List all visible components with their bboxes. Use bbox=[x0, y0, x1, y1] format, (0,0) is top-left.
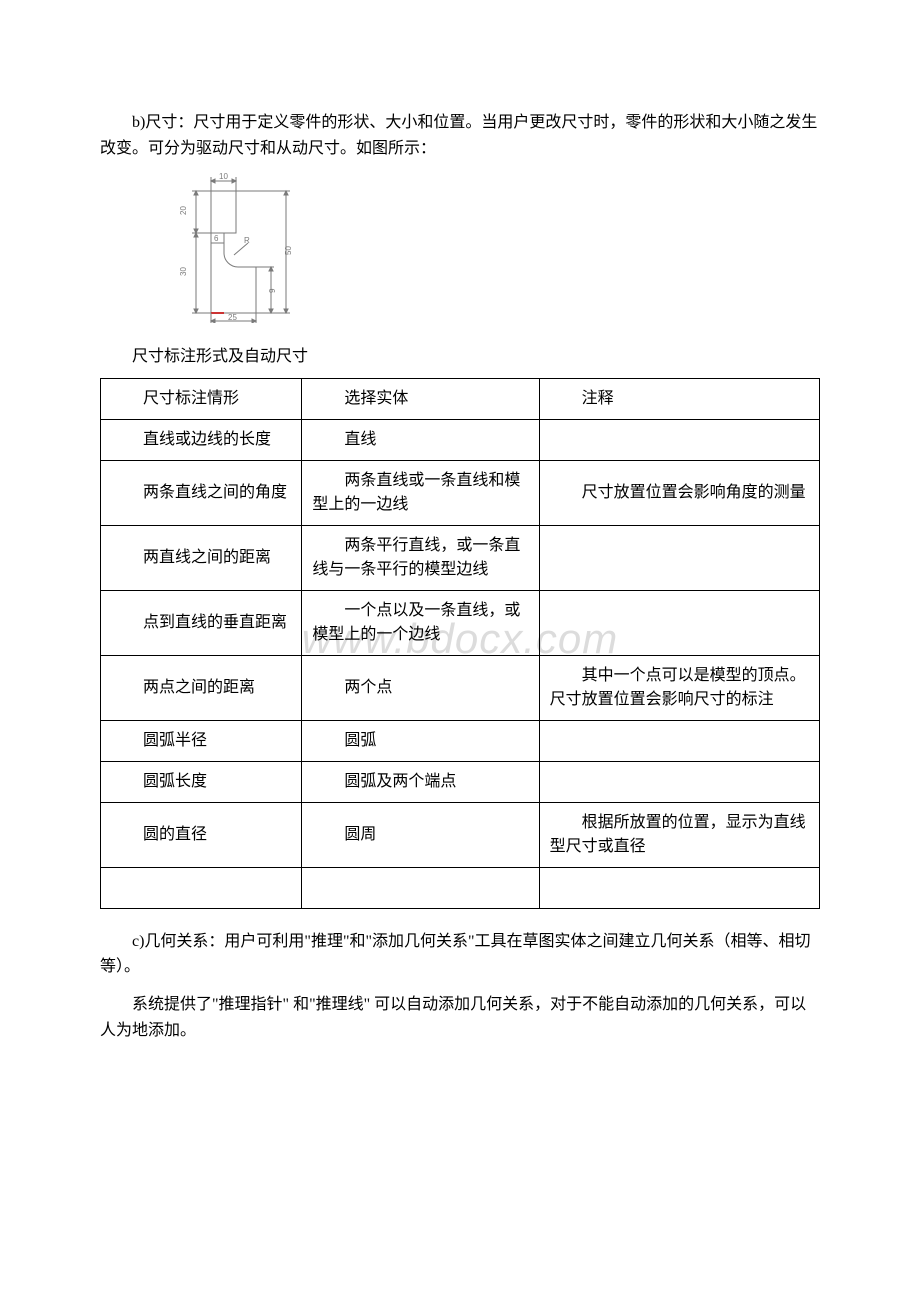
table-row: 两条直线之间的角度 两条直线或一条直线和模型上的一边线 尺寸放置位置会影响角度的… bbox=[101, 460, 820, 525]
document-content: b)尺寸：尺寸用于定义零件的形状、大小和位置。当用户更改尺寸时，零件的形状和大小… bbox=[100, 110, 820, 1043]
table-cell: 直线 bbox=[302, 419, 539, 460]
table-cell: 根据所放置的位置，显示为直线型尺寸或直径 bbox=[539, 802, 819, 867]
table-cell: 其中一个点可以是模型的顶点。尺寸放置位置会影响尺寸的标注 bbox=[539, 655, 819, 720]
dim-left-upper: 20 bbox=[179, 206, 188, 215]
dim-left-lower: 30 bbox=[179, 267, 188, 276]
table-cell: 圆周 bbox=[302, 802, 539, 867]
table-cell bbox=[302, 867, 539, 908]
dim-bottom: 25 bbox=[228, 313, 237, 322]
table-cell: 直线或边线的长度 bbox=[101, 419, 302, 460]
table-cell: 两点之间的距离 bbox=[101, 655, 302, 720]
table-row: 圆弧半径 圆弧 bbox=[101, 720, 820, 761]
table-cell: 圆弧 bbox=[302, 720, 539, 761]
table-cell: 两个点 bbox=[302, 655, 539, 720]
table-cell: 两条直线之间的角度 bbox=[101, 460, 302, 525]
table-cell: 尺寸放置位置会影响角度的测量 bbox=[539, 460, 819, 525]
table-cell bbox=[539, 761, 819, 802]
table-row: 直线或边线的长度 直线 bbox=[101, 419, 820, 460]
paragraph-end: 系统提供了"推理指针" 和"推理线" 可以自动添加几何关系，对于不能自动添加的几… bbox=[100, 992, 820, 1043]
dim-right: 50 bbox=[284, 246, 293, 255]
paragraph-c: c)几何关系：用户可利用"推理"和"添加几何关系"工具在草图实体之间建立几何关系… bbox=[100, 929, 820, 980]
table-header-row: 尺寸标注情形 选择实体 注释 bbox=[101, 378, 820, 419]
table-row: 两直线之间的距离 两条平行直线，或一条直线与一条平行的模型边线 bbox=[101, 525, 820, 590]
table-row: 点到直线的垂直距离 一个点以及一条直线，或模型上的一个边线 bbox=[101, 590, 820, 655]
table-cell: 一个点以及一条直线，或模型上的一个边线 bbox=[302, 590, 539, 655]
table-cell bbox=[539, 720, 819, 761]
table-cell bbox=[539, 590, 819, 655]
dim-right-small: 9 bbox=[268, 288, 277, 293]
table-cell: 两条平行直线，或一条直线与一条平行的模型边线 bbox=[302, 525, 539, 590]
table-cell: 圆弧长度 bbox=[101, 761, 302, 802]
table-row bbox=[101, 867, 820, 908]
table-cell bbox=[101, 867, 302, 908]
dim-inner: 6 bbox=[214, 234, 219, 243]
table-cell: 两直线之间的距离 bbox=[101, 525, 302, 590]
dim-top: 10 bbox=[219, 173, 228, 181]
table-cell bbox=[539, 867, 819, 908]
dimension-diagram: 10 20 30 6 50 9 25 R bbox=[156, 173, 820, 328]
paragraph-b: b)尺寸：尺寸用于定义零件的形状、大小和位置。当用户更改尺寸时，零件的形状和大小… bbox=[100, 110, 820, 161]
table-cell: 圆弧半径 bbox=[101, 720, 302, 761]
table-cell: 点到直线的垂直距离 bbox=[101, 590, 302, 655]
table-row: 两点之间的距离 两个点 其中一个点可以是模型的顶点。尺寸放置位置会影响尺寸的标注 bbox=[101, 655, 820, 720]
table-cell bbox=[539, 525, 819, 590]
dimension-table: 尺寸标注情形 选择实体 注释 直线或边线的长度 直线 两条直线之间的角度 两条直… bbox=[100, 378, 820, 909]
table-header-cell: 注释 bbox=[539, 378, 819, 419]
table-header-cell: 尺寸标注情形 bbox=[101, 378, 302, 419]
table-row: 圆弧长度 圆弧及两个端点 bbox=[101, 761, 820, 802]
table-cell: 圆弧及两个端点 bbox=[302, 761, 539, 802]
dim-radius: R bbox=[244, 236, 250, 245]
table-header-cell: 选择实体 bbox=[302, 378, 539, 419]
table-cell bbox=[539, 419, 819, 460]
diagram-svg: 10 20 30 6 50 9 25 R bbox=[156, 173, 316, 323]
table-cell: 圆的直径 bbox=[101, 802, 302, 867]
table-row: 圆的直径 圆周 根据所放置的位置，显示为直线型尺寸或直径 bbox=[101, 802, 820, 867]
table-cell: 两条直线或一条直线和模型上的一边线 bbox=[302, 460, 539, 525]
table-caption: 尺寸标注形式及自动尺寸 bbox=[132, 344, 820, 370]
